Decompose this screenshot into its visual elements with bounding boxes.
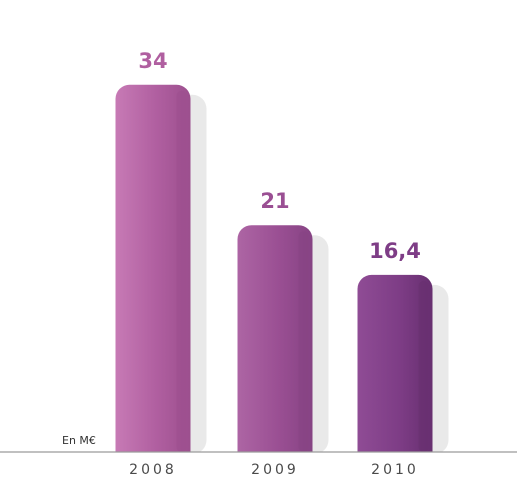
x-tick-labels: 2008 2009 2010 (129, 462, 419, 478)
bar-2009 (237, 225, 313, 466)
value-label-2008: 34 (138, 49, 167, 73)
bar-2008 (115, 84, 191, 467)
unit-label: En M€ (62, 434, 96, 447)
x-tick-label-2009: 2009 (251, 462, 299, 478)
bar-edge-2009 (298, 231, 309, 452)
value-label-2009: 21 (260, 189, 289, 213)
bar-edge-2008 (176, 90, 187, 453)
bar-edge-2010 (418, 280, 429, 452)
x-tick-label-2010: 2010 (371, 462, 419, 478)
bars-layer: 34 21 16,4 (0, 49, 517, 481)
x-tick-label-2008: 2008 (129, 462, 177, 478)
bar-2010 (357, 274, 433, 466)
value-label-2010: 16,4 (369, 239, 421, 263)
baseline-cover (0, 452, 517, 481)
